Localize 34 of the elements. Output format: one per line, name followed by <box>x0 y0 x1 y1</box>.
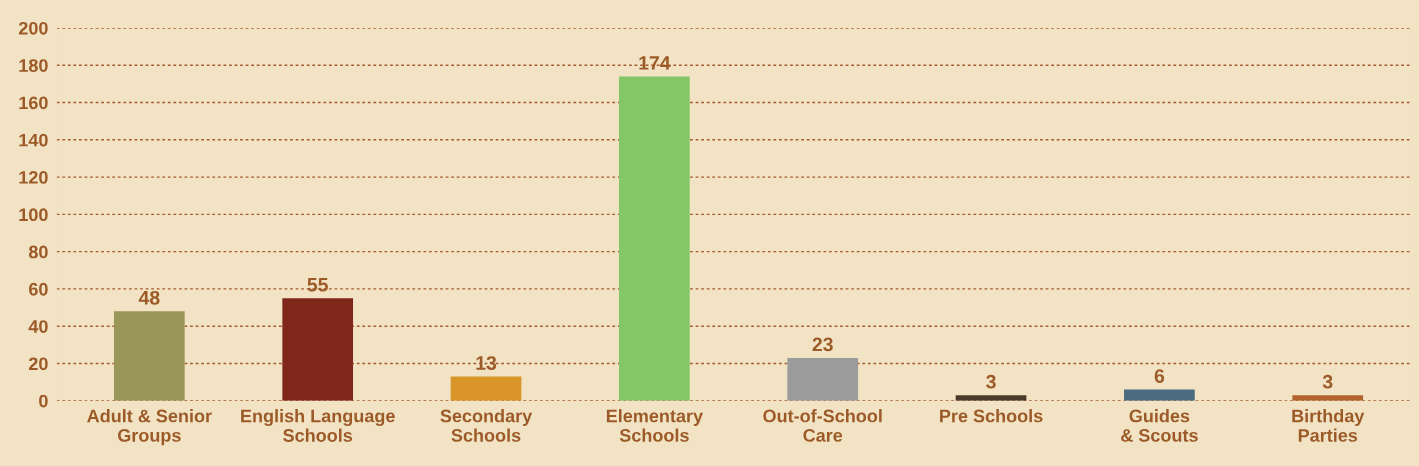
y-tick-label: 40 <box>28 320 48 333</box>
bar <box>114 311 185 401</box>
x-tick-label: Adult & Senior Groups <box>87 409 212 446</box>
bar <box>787 357 859 401</box>
data-label: 48 <box>138 290 160 305</box>
x-tick-label: Elementary Schools <box>606 409 703 442</box>
bar <box>450 376 522 401</box>
x-tick-label: English Language Schools <box>241 409 395 442</box>
y-tick-label: 80 <box>28 245 48 259</box>
bar <box>1292 395 1364 401</box>
data-label: 6 <box>1154 369 1165 383</box>
x-tick-label: Secondary Schools <box>440 409 533 442</box>
y-tick-label: 20 <box>28 357 48 371</box>
y-tick-label: 200 <box>18 21 48 35</box>
data-label: 3 <box>986 374 996 389</box>
bar <box>1124 389 1195 401</box>
data-label: 13 <box>476 356 497 370</box>
bar <box>282 298 354 401</box>
y-tick-label: 160 <box>19 96 48 110</box>
x-tick-label: Birthday Parties <box>1292 409 1365 442</box>
y-tick-label: 180 <box>19 59 48 72</box>
y-tick-label: 0 <box>39 394 48 408</box>
bar <box>619 76 690 401</box>
y-tick-label: 60 <box>29 282 48 296</box>
data-label: 23 <box>812 337 833 352</box>
x-tick-label: Pre Schools <box>940 409 1043 423</box>
x-tick-label: Guides & Scouts <box>1121 409 1198 442</box>
data-label: 55 <box>307 278 328 292</box>
x-tick-label: Out-of-School Care <box>763 409 882 442</box>
y-tick-label: 120 <box>19 171 48 184</box>
y-tick-label: 140 <box>19 133 48 147</box>
y-tick-label: 100 <box>19 208 48 222</box>
data-label: 3 <box>1322 374 1333 389</box>
data-label: 174 <box>639 56 671 70</box>
